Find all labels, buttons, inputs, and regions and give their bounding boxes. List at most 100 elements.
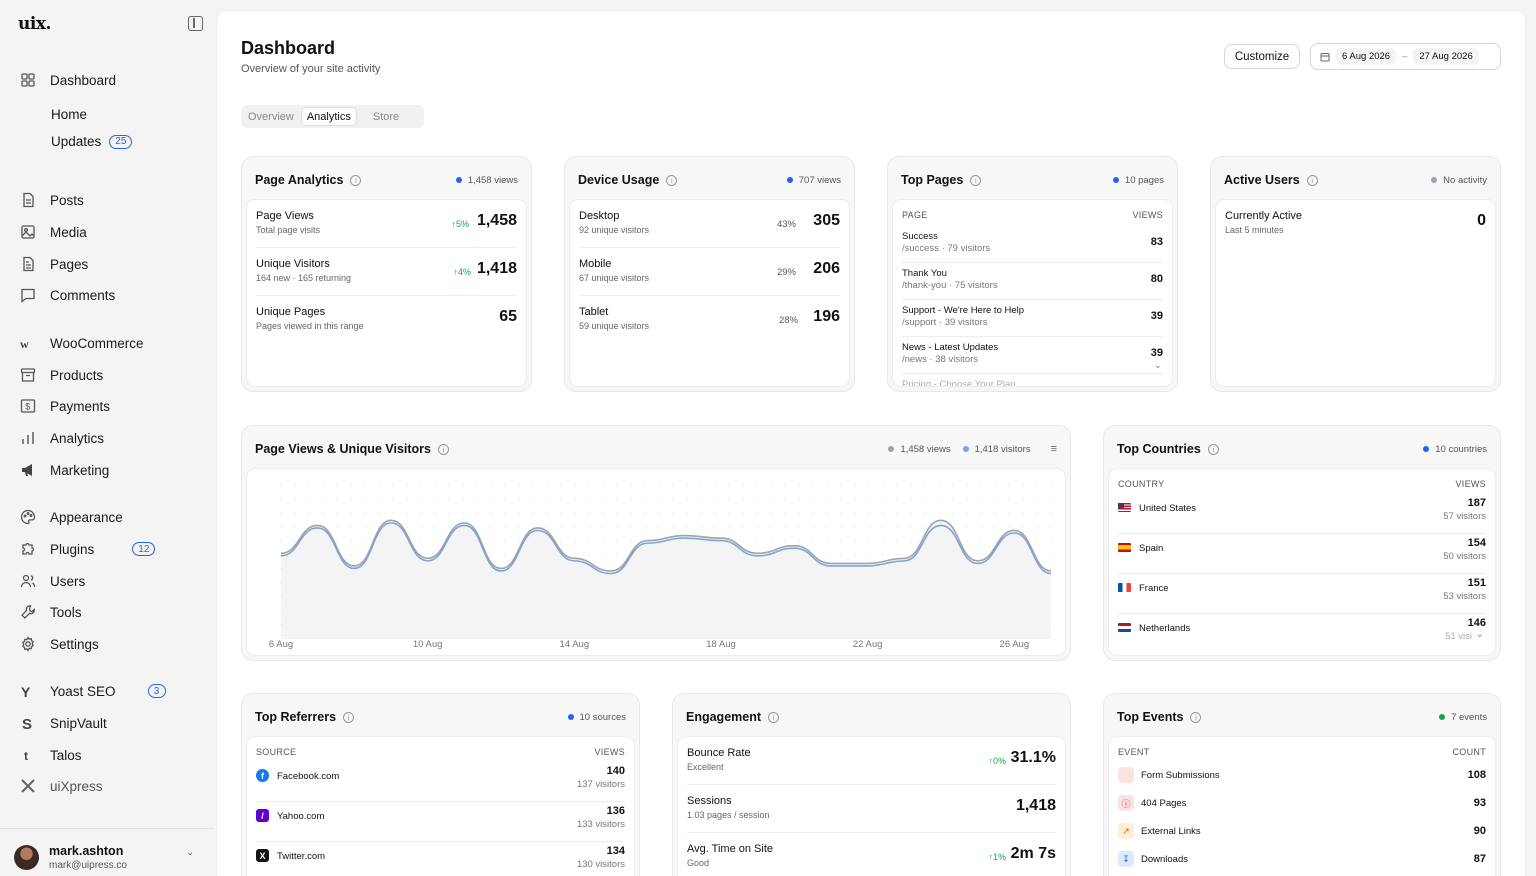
sidebar-subitem-home[interactable]: Home xyxy=(51,107,87,122)
country-views: 146 xyxy=(1467,617,1486,629)
sidebar-item-media[interactable]: Media xyxy=(20,221,87,243)
page-path-cell: /success · 79 visitors xyxy=(902,243,991,254)
page-path-cell: /support · 39 visitors xyxy=(902,317,988,328)
metric-sub: 1.03 pages / session xyxy=(687,810,770,820)
chevron-down-icon[interactable]: ⌄ xyxy=(1153,360,1162,371)
sidebar-item-marketing[interactable]: Marketing xyxy=(20,459,109,481)
sidebar-item-label: WooCommerce xyxy=(50,335,144,351)
sidebar-item-pages[interactable]: Pages xyxy=(20,253,88,275)
puzzle-icon xyxy=(22,542,35,555)
info-icon[interactable]: i xyxy=(1306,174,1318,186)
info-icon[interactable]: i xyxy=(970,174,982,186)
sidebar-item-label: Users xyxy=(50,573,86,589)
country-name: Spain xyxy=(1139,543,1164,554)
info-icon[interactable]: i xyxy=(666,174,678,186)
plugins-count-badge: 12 xyxy=(132,542,156,556)
user-email: mark@uipress.co xyxy=(49,860,127,871)
metric-label: Mobile xyxy=(579,258,612,270)
list-item[interactable]: Netherlands 146 51 visi ⌄ xyxy=(1118,614,1486,654)
list-item[interactable]: France 151 53 visitors xyxy=(1118,574,1486,614)
page-views-cell: 39 xyxy=(1150,310,1163,322)
list-item[interactable]: f Facebook.com 140 137 visitors xyxy=(256,762,625,802)
sidebar-item-products[interactable]: Products xyxy=(20,364,103,386)
card-title: Device Usage xyxy=(578,173,660,187)
sidebar-item-yoast-seo[interactable]: Y Yoast SEO 3 xyxy=(20,680,166,702)
info-icon[interactable]: i xyxy=(1190,711,1202,723)
sidebar-item-posts[interactable]: Posts xyxy=(20,189,84,211)
card-title: Engagement xyxy=(686,710,762,724)
sidebar-item-dashboard[interactable]: Dashboard xyxy=(20,69,116,91)
date-to[interactable]: 27 Aug 2026 xyxy=(1413,48,1479,65)
date-separator: – xyxy=(1402,51,1408,62)
sidebar-item-appearance[interactable]: Appearance xyxy=(20,506,123,528)
table-row[interactable]: News - Latest Updates /news · 38 visitor… xyxy=(902,337,1163,374)
list-item[interactable]: United States 187 57 visitors xyxy=(1118,494,1486,534)
column-header: VIEWS xyxy=(1455,479,1486,489)
metric-label: Desktop xyxy=(579,210,620,222)
list-item[interactable]: Form Submissions 108 xyxy=(1118,763,1486,791)
info-icon[interactable]: i xyxy=(350,174,362,186)
page-title-cell: Success xyxy=(902,231,938,242)
info-icon[interactable]: i xyxy=(343,711,355,723)
table-row[interactable]: Support - We're Here to Help /support · … xyxy=(902,300,1163,337)
metric-row: Page Views Total page visits ↑5% 1,458 xyxy=(256,200,517,248)
user-menu[interactable]: mark.ashton mark@uipress.co ⌄ xyxy=(0,828,214,876)
sidebar-item-analytics[interactable]: Analytics xyxy=(20,427,104,449)
svg-text:w: w xyxy=(20,337,29,351)
page-title-cell: Pricing - Choose Your Plan xyxy=(902,379,1016,387)
info-icon[interactable]: i xyxy=(438,443,449,455)
list-item[interactable]: ↧ Downloads 87 xyxy=(1118,847,1486,875)
app-logo[interactable]: uix. xyxy=(18,14,51,34)
sidebar-item-snipvault[interactable]: S SnipVault xyxy=(20,712,107,734)
event-name: 404 Pages xyxy=(1141,798,1187,809)
list-item[interactable]: / Yahoo.com 136 133 visitors xyxy=(256,802,625,842)
info-icon[interactable]: i xyxy=(1207,443,1219,455)
chevron-down-icon[interactable]: ⌄ xyxy=(1475,629,1484,640)
tab-store[interactable]: Store xyxy=(372,110,400,123)
sidebar-item-uixpress[interactable]: uiXpress xyxy=(20,775,103,797)
info-icon[interactable]: i xyxy=(768,711,780,723)
list-item[interactable]: ↗ External Links 90 xyxy=(1118,819,1486,847)
x-twitter-icon: X xyxy=(256,849,269,862)
sidebar-subitem-updates[interactable]: Updates 25 xyxy=(51,134,133,149)
metric-label: Tablet xyxy=(579,306,609,318)
chevron-down-icon[interactable]: ⌄ xyxy=(186,847,195,858)
sidebar-item-comments[interactable]: Comments xyxy=(20,284,115,306)
table-row[interactable]: Success /success · 79 visitors 83 xyxy=(902,226,1163,263)
metric-sub: Last 5 minutes xyxy=(1225,225,1284,235)
metric-value: 2m 7s xyxy=(1010,845,1056,862)
sidebar-item-plugins[interactable]: Plugins 12 xyxy=(20,538,156,560)
date-from[interactable]: 6 Aug 2026 xyxy=(1336,48,1397,65)
customize-button[interactable]: Customize xyxy=(1224,44,1300,69)
flag-fr-icon xyxy=(1118,583,1131,592)
series-line-visitors[interactable] xyxy=(280,522,1052,575)
flag-us-icon xyxy=(1118,503,1131,512)
date-range-picker[interactable]: 6 Aug 2026 – 27 Aug 2026 xyxy=(1310,43,1501,70)
country-visitors: 53 visitors xyxy=(1443,591,1486,602)
list-item[interactable]: ⓘ 404 Pages 93 xyxy=(1118,791,1486,819)
metric-row: Bounce Rate Excellent ↑0% 31.1% xyxy=(687,737,1056,785)
form-icon xyxy=(1118,767,1134,783)
metric-row: Sessions 1.03 pages / session 1,418 xyxy=(687,785,1056,833)
filter-icon[interactable]: ≡ xyxy=(1050,443,1057,455)
series-line-views[interactable] xyxy=(280,519,1052,572)
yahoo-icon: / xyxy=(256,809,269,822)
yoast-icon: Y xyxy=(21,684,31,699)
page-icon xyxy=(23,256,34,272)
table-row[interactable]: Thank You /thank-you · 75 visitors 80 xyxy=(902,263,1163,300)
x-tick-label: 26 Aug xyxy=(1000,639,1030,650)
list-item[interactable]: Spain 154 50 visitors xyxy=(1118,534,1486,574)
sidebar-item-talos[interactable]: t Talos xyxy=(20,744,82,766)
sidebar-item-payments[interactable]: $ Payments xyxy=(20,395,110,417)
tab-overview[interactable]: Overview xyxy=(248,110,294,123)
list-item[interactable]: X Twitter.com 134 130 visitors xyxy=(256,842,625,876)
sidebar-collapse-icon[interactable] xyxy=(188,16,203,31)
sidebar-item-settings[interactable]: Settings xyxy=(20,633,99,655)
sidebar-item-users[interactable]: Users xyxy=(20,570,85,592)
sidebar-item-woocommerce[interactable]: w WooCommerce xyxy=(20,332,144,354)
sidebar-item-tools[interactable]: Tools xyxy=(20,601,82,623)
tab-analytics[interactable]: Analytics xyxy=(300,107,357,126)
page-path-cell: /thank-you · 75 visitors xyxy=(902,280,998,291)
card-title: Top Pages xyxy=(901,173,964,187)
table-row[interactable]: Pricing - Choose Your Plan xyxy=(902,374,1163,387)
